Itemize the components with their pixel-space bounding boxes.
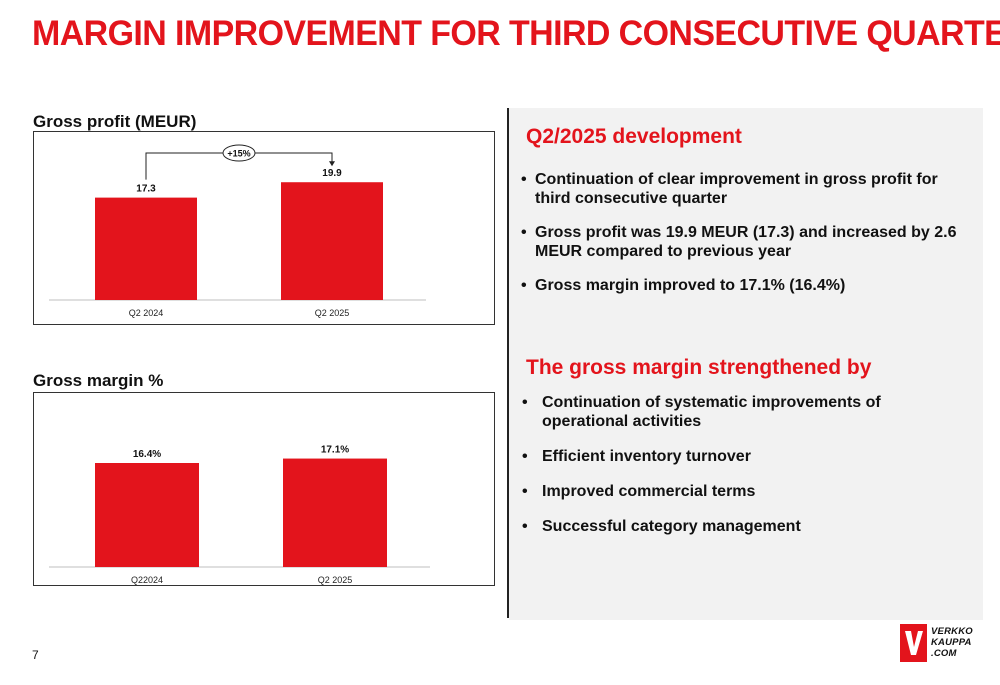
bar (95, 463, 199, 567)
data-label: 17.1% (321, 445, 349, 456)
logo-text: VERKKO KAUPPA .COM (931, 626, 973, 659)
vertical-divider (507, 108, 509, 618)
bar (281, 182, 383, 300)
data-label: 17.3 (136, 184, 156, 195)
commentary-panel: Q2/2025 development Continuation of clea… (509, 108, 983, 620)
x-tick-label: Q22024 (131, 575, 163, 585)
data-label: 19.9 (322, 168, 342, 179)
page-title: MARGIN IMPROVEMENT FOR THIRD CONSECUTIVE… (32, 14, 1000, 53)
strength-bullet: Improved commercial terms (522, 482, 962, 501)
data-label: 16.4% (133, 449, 161, 460)
x-tick-label: Q2 2025 (315, 308, 350, 318)
development-heading: Q2/2025 development (526, 125, 742, 148)
strength-bullet-list: Continuation of systematic improvements … (522, 393, 962, 552)
gross-profit-chart: 17.3 Q2 2024 19.9 Q2 2025 +15% (33, 131, 495, 325)
strength-bullet: Continuation of systematic improvements … (522, 393, 962, 431)
logo-mark (900, 624, 927, 662)
bar (283, 458, 387, 567)
development-bullet: Continuation of clear improvement in gro… (521, 170, 961, 208)
bar (95, 197, 197, 300)
growth-annotation: +15% (227, 149, 250, 159)
gross-margin-chart: 16.4% Q22024 17.1% Q2 2025 (33, 392, 495, 586)
strength-heading: The gross margin strengthened by (526, 356, 872, 379)
development-bullet: Gross profit was 19.9 MEUR (17.3) and in… (521, 223, 961, 261)
strength-bullet: Successful category management (522, 517, 962, 536)
growth-arrowhead (329, 161, 335, 167)
x-tick-label: Q2 2024 (129, 308, 164, 318)
gross-margin-chart-svg: 16.4% Q22024 17.1% Q2 2025 (49, 445, 430, 585)
strength-bullet: Efficient inventory turnover (522, 447, 962, 466)
x-tick-label: Q2 2025 (318, 575, 353, 585)
gross-profit-chart-label: Gross profit (MEUR) (33, 112, 197, 131)
verkkokauppa-logo: VERKKO KAUPPA .COM (900, 624, 973, 664)
development-bullet-list: Continuation of clear improvement in gro… (521, 170, 961, 310)
gross-profit-chart-svg: 17.3 Q2 2024 19.9 Q2 2025 +15% (49, 144, 426, 318)
growth-badge (222, 144, 256, 162)
development-bullet: Gross margin improved to 17.1% (16.4%) (521, 276, 961, 295)
page-number: 7 (32, 648, 39, 662)
gross-margin-chart-label: Gross margin % (33, 371, 164, 390)
